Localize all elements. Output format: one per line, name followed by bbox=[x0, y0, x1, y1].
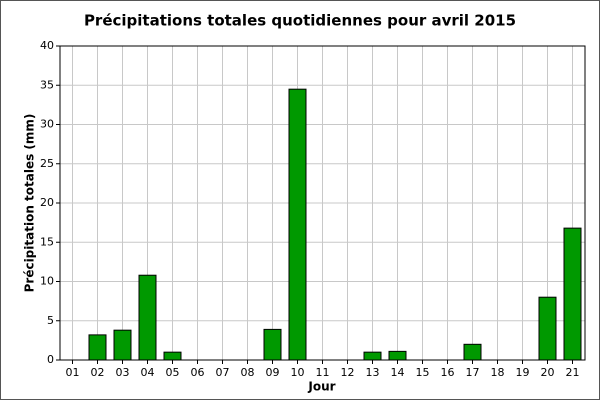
y-tick-label: 20 bbox=[40, 196, 54, 209]
x-tick-label: 02 bbox=[91, 366, 105, 379]
chart-title: Précipitations totales quotidiennes pour… bbox=[84, 12, 516, 30]
x-tick-label: 05 bbox=[166, 366, 180, 379]
y-tick-label: 30 bbox=[40, 118, 54, 131]
y-tick-label: 10 bbox=[40, 275, 54, 288]
x-tick-label: 17 bbox=[466, 366, 480, 379]
bar bbox=[88, 334, 107, 361]
x-tick-label: 13 bbox=[366, 366, 380, 379]
y-tick-label: 0 bbox=[47, 353, 54, 366]
x-tick-label: 14 bbox=[391, 366, 405, 379]
x-tick-label: 06 bbox=[191, 366, 205, 379]
bar bbox=[463, 343, 482, 361]
x-axis-label: Jour bbox=[307, 380, 335, 394]
bar bbox=[263, 328, 282, 361]
x-tick-label: 10 bbox=[291, 366, 305, 379]
plot-border bbox=[59, 45, 586, 361]
bar bbox=[563, 227, 582, 361]
x-tick-label: 18 bbox=[491, 366, 505, 379]
x-tick-label: 21 bbox=[566, 366, 580, 379]
x-tick-label: 07 bbox=[216, 366, 230, 379]
bar bbox=[163, 351, 182, 361]
y-tick-label: 35 bbox=[40, 78, 54, 91]
y-axis-label: Précipitation totales (mm) bbox=[23, 114, 37, 293]
x-tick-label: 11 bbox=[316, 366, 330, 379]
x-tick-label: 19 bbox=[516, 366, 530, 379]
x-tick-label: 12 bbox=[341, 366, 355, 379]
x-tick-label: 09 bbox=[266, 366, 280, 379]
y-tick-label: 25 bbox=[40, 157, 54, 170]
x-tick-label: 08 bbox=[241, 366, 255, 379]
x-tick-label: 20 bbox=[541, 366, 555, 379]
bar bbox=[363, 351, 382, 361]
x-tick-label: 01 bbox=[66, 366, 80, 379]
x-tick-label: 15 bbox=[416, 366, 430, 379]
bar bbox=[138, 274, 157, 361]
y-tick-label: 5 bbox=[47, 314, 54, 327]
y-tick-label: 40 bbox=[40, 39, 54, 52]
bar bbox=[388, 350, 407, 361]
bar bbox=[288, 88, 307, 361]
x-tick-label: 16 bbox=[441, 366, 455, 379]
bar bbox=[113, 329, 132, 361]
y-tick-label: 15 bbox=[40, 235, 54, 248]
x-tick-label: 04 bbox=[141, 366, 155, 379]
bar bbox=[538, 296, 557, 361]
x-tick-label: 03 bbox=[116, 366, 130, 379]
